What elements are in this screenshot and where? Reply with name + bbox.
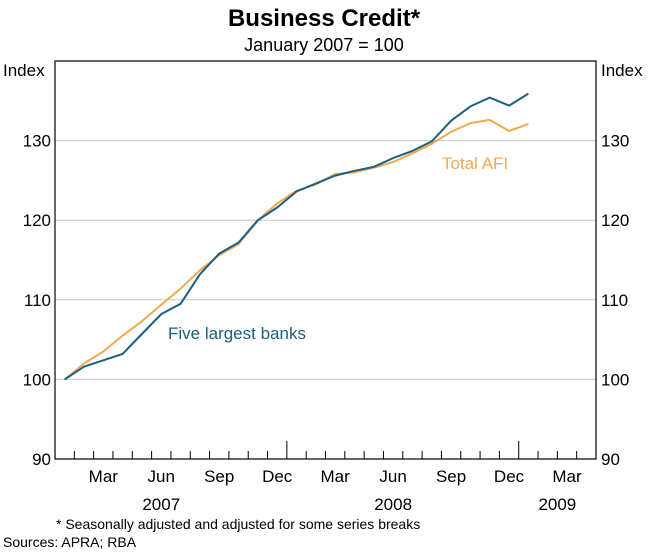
y-tick-label-right: 110 (601, 291, 628, 310)
annotation-total-afi: Total AFI (442, 154, 508, 173)
y-tick-label-left: 100 (23, 370, 51, 389)
series-line-five-largest-banks (64, 92, 529, 381)
y-tick-label-right: 90 (601, 450, 620, 469)
y-tick-label-right: 120 (601, 211, 629, 230)
source: Sources: APRA; RBA (3, 534, 137, 550)
x-tick-label-month: Dec (494, 467, 525, 486)
x-tick-label-month: Sep (436, 467, 466, 486)
x-tick-label-month: Dec (262, 467, 293, 486)
x-tick-label-month: Jun (379, 467, 406, 486)
chart-subtitle: January 2007 = 100 (244, 35, 404, 55)
gridlines (55, 140, 596, 380)
y-tick-label-left: 120 (23, 211, 51, 230)
x-tick-labels: Mar Jun Sep Dec Mar Jun Sep Dec Mar 2007 2008 2009 (89, 467, 582, 514)
y-tick-label-left: 130 (23, 132, 51, 151)
y-axis-label-right: Index (601, 61, 643, 80)
y-tick-label-right: 100 (601, 370, 629, 389)
plot-frame (54, 60, 597, 460)
x-tick-label-month: Mar (552, 467, 582, 486)
y-tick-labels: 90 90 100 100 110 110 120 120 130 130 (23, 132, 630, 469)
axis-ticks (54, 441, 578, 459)
x-tick-label-month: Mar (89, 467, 119, 486)
x-tick-label-year: 2007 (142, 495, 180, 514)
x-tick-label-year: 2009 (538, 495, 576, 514)
x-tick-label-month: Sep (204, 467, 234, 486)
y-axis-label-left: Index (3, 61, 45, 80)
y-tick-label-left: 110 (24, 291, 51, 310)
x-tick-label-month: Mar (321, 467, 351, 486)
annotation-five-largest-banks: Five largest banks (168, 324, 306, 343)
y-tick-label-left: 90 (32, 450, 51, 469)
x-tick-label-year: 2008 (374, 495, 412, 514)
x-tick-label-month: Jun (148, 467, 175, 486)
series-lines (64, 92, 529, 381)
y-tick-label-right: 130 (601, 132, 629, 151)
footnote: * Seasonally adjusted and adjusted for s… (56, 516, 420, 532)
chart-title: Business Credit* (228, 5, 421, 32)
